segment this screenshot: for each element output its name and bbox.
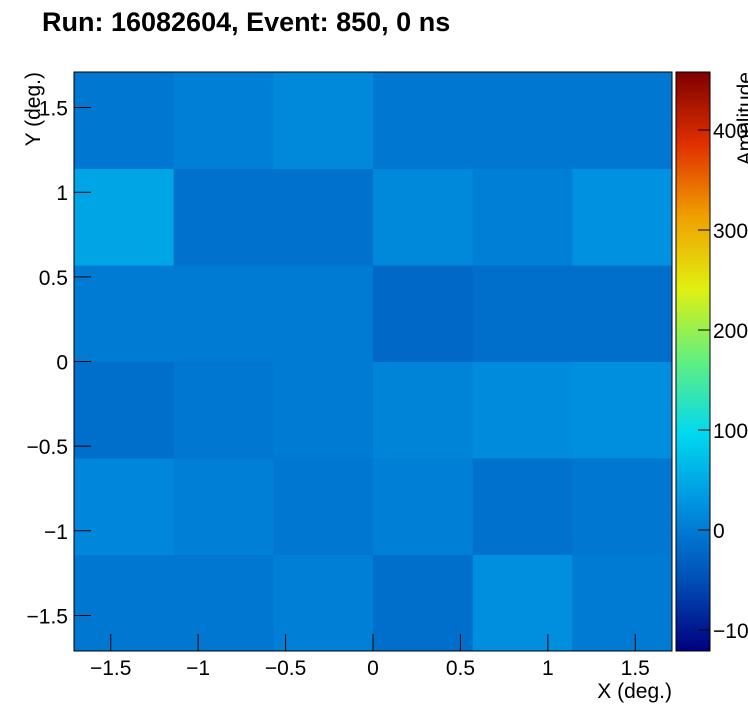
heatmap-cell [472,265,573,362]
heatmap-cell [472,554,573,652]
x-tick-label: −1 [186,657,210,680]
heatmap-cell [173,265,274,362]
heatmap-cell [173,458,274,555]
x-axis-title: X (deg.) [597,680,672,703]
y-tick-label: −1 [44,521,68,544]
x-tick-label: 1 [542,657,554,680]
z-tick-label: −100 [713,620,748,643]
heatmap-cell [373,554,474,652]
y-axis-title: Y (deg.) [22,72,45,146]
y-tick-label: 1.5 [39,98,68,121]
heatmap-cell [273,361,374,459]
heatmap-cell [173,361,274,459]
heatmap-cell [273,458,374,555]
heatmap-cell [173,72,274,169]
heatmap-cell [74,168,175,266]
heatmap-cell [572,361,673,459]
heatmap-cell [273,168,374,266]
heatmap-cell [173,554,274,652]
z-tick-label: 200 [713,320,748,343]
heatmap-cell [273,554,374,652]
heatmap-cell [373,265,474,362]
heatmap-cell [472,168,573,266]
color-bar [675,71,711,652]
heatmap-cell [373,168,474,266]
heatmap-cell [74,458,175,555]
heatmap-cell [273,265,374,362]
heatmap-cell [472,361,573,459]
heatmap-cell [373,458,474,555]
z-tick-label: 100 [713,420,748,443]
heatmap-cell [472,458,573,555]
heatmap-cell [74,72,175,169]
x-tick-label: 0 [367,657,379,680]
y-tick-label: 1 [56,182,68,205]
heatmap-cell [173,168,274,266]
heatmap-cell [572,168,673,266]
y-tick-label: −0.5 [27,436,68,459]
heatmap-cell [572,554,673,652]
heatmap-cell [572,265,673,362]
heatmap-cell [74,554,175,652]
heatmap-cell [572,72,673,169]
x-tick-label: 0.5 [446,657,475,680]
z-tick-label: 300 [713,220,748,243]
heatmap-cell [373,72,474,169]
y-tick-label: −1.5 [27,605,68,628]
heatmap-cell [373,361,474,459]
heatmap-cell [273,72,374,169]
heatmap-cell [572,458,673,555]
heatmap-cell [472,72,573,169]
y-tick-label: 0 [56,352,68,375]
heatmap-cell [74,361,175,459]
z-tick-label: 0 [713,520,725,543]
heatmap-cell [74,265,175,362]
x-tick-label: −1.5 [90,657,131,680]
y-tick-label: 0.5 [39,267,68,290]
chart-title: Run: 16082604, Event: 850, 0 ns [42,7,450,37]
x-tick-label: −0.5 [265,657,306,680]
x-tick-label: 1.5 [621,657,650,680]
z-axis-title: Amplitude [734,72,748,165]
z-tick-label: 400 [713,120,748,143]
